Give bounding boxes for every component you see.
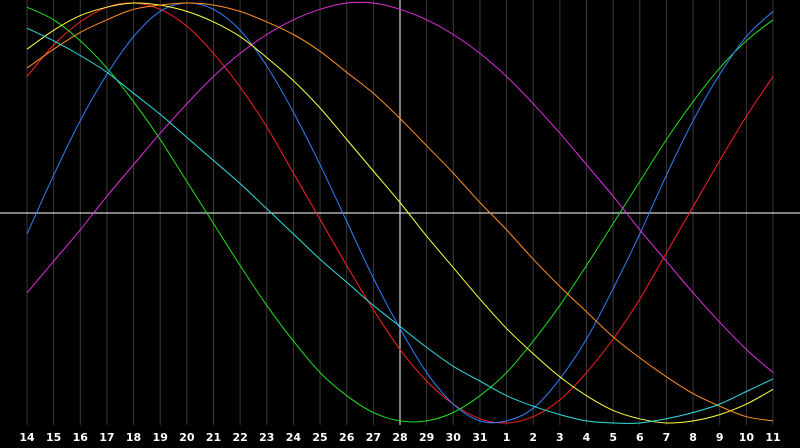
series-line bbox=[26, 1, 774, 373]
x-tick-label: 25 bbox=[312, 431, 327, 444]
x-tick-label: 8 bbox=[689, 431, 697, 444]
x-tick-label: 10 bbox=[739, 431, 755, 444]
x-tick-label: 29 bbox=[419, 431, 434, 444]
x-tick-label: 27 bbox=[366, 431, 381, 444]
x-tick-label: 22 bbox=[232, 431, 247, 444]
x-tick-label: 31 bbox=[472, 431, 487, 444]
x-tick-label: 5 bbox=[609, 431, 617, 444]
x-tick-label: 21 bbox=[206, 431, 221, 444]
x-tick-label: 20 bbox=[179, 431, 195, 444]
series-line bbox=[26, 6, 774, 423]
x-tick-label: 16 bbox=[73, 431, 89, 444]
x-tick-label: 17 bbox=[99, 431, 114, 444]
x-tick-label: 1 bbox=[503, 431, 511, 444]
x-tick-label: 23 bbox=[259, 431, 274, 444]
series-line bbox=[26, 2, 774, 424]
x-tick-label: 15 bbox=[46, 431, 61, 444]
x-tick-label: 18 bbox=[126, 431, 141, 444]
x-tick-label: 7 bbox=[663, 431, 671, 444]
x-tick-label: 14 bbox=[19, 431, 35, 444]
x-tick-label: 11 bbox=[765, 431, 780, 444]
x-tick-label: 24 bbox=[286, 431, 302, 444]
series-line bbox=[26, 2, 774, 422]
x-tick-label: 28 bbox=[392, 431, 407, 444]
x-tick-label: 30 bbox=[446, 431, 462, 444]
x-tick-label: 4 bbox=[583, 431, 591, 444]
x-tick-label: 26 bbox=[339, 431, 355, 444]
x-tick-label: 3 bbox=[556, 431, 564, 444]
series-line bbox=[26, 27, 774, 424]
x-tick-label: 6 bbox=[636, 431, 644, 444]
series-line bbox=[26, 2, 774, 424]
x-tick-label: 9 bbox=[716, 431, 724, 444]
x-tick-label: 19 bbox=[153, 431, 168, 444]
x-tick-label: 2 bbox=[529, 431, 537, 444]
